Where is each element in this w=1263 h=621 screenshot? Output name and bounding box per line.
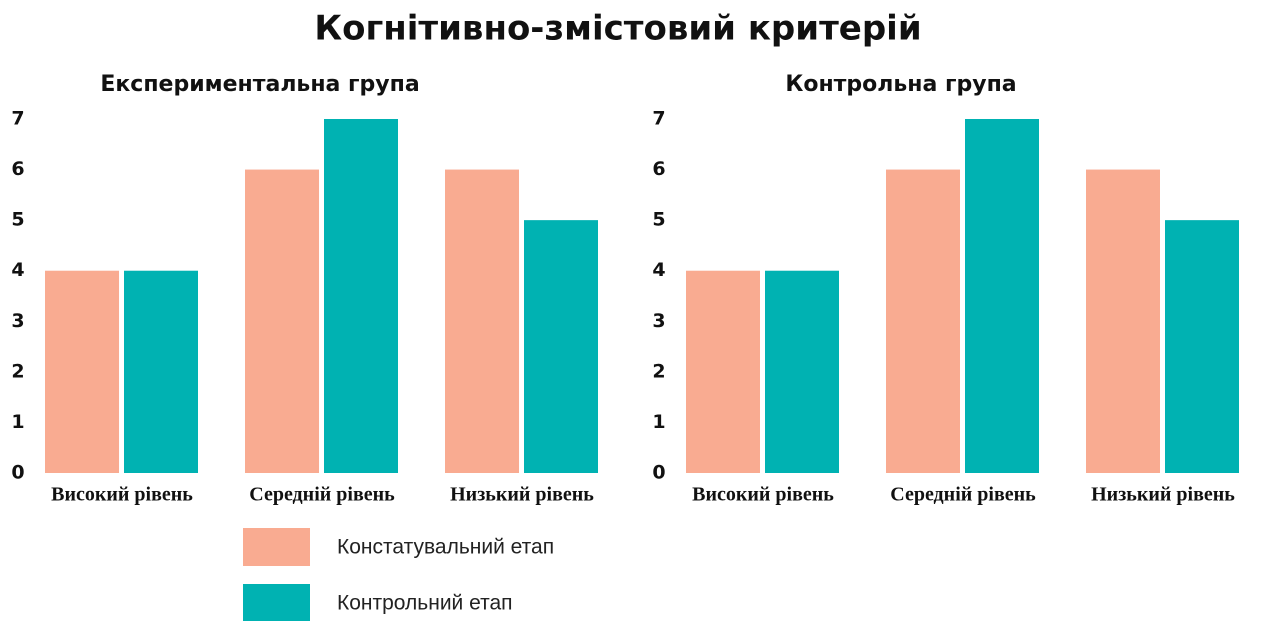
- x-tick-label: Високий рівень: [51, 484, 193, 506]
- legend-swatch: [243, 584, 310, 621]
- y-tick-label: 2: [11, 360, 24, 382]
- y-tick-label: 1: [11, 411, 24, 433]
- bar: [686, 270, 760, 473]
- y-tick-label: 3: [652, 310, 665, 332]
- y-tick-label: 0: [11, 462, 24, 484]
- y-tick-label: 0: [652, 462, 665, 484]
- legend-label: Контрольний етап: [337, 592, 513, 615]
- x-tick-label: Середній рівень: [249, 484, 395, 506]
- bar: [886, 169, 960, 474]
- bar: [445, 169, 519, 474]
- y-tick-label: 5: [652, 209, 665, 231]
- bar: [245, 169, 319, 474]
- y-tick-label: 7: [11, 108, 24, 130]
- y-tick-label: 4: [652, 259, 665, 281]
- bar: [45, 270, 119, 473]
- chart-title: Контрольна група: [785, 72, 1016, 97]
- bar: [524, 220, 598, 473]
- y-tick-label: 1: [652, 411, 665, 433]
- bar: [124, 270, 198, 473]
- legend-label: Констатувальний етап: [337, 536, 554, 559]
- x-tick-label: Низький рівень: [1091, 484, 1235, 506]
- bar: [1086, 169, 1160, 474]
- y-tick-label: 2: [652, 360, 665, 382]
- x-tick-label: Середній рівень: [890, 484, 1036, 506]
- x-tick-label: Високий рівень: [692, 484, 834, 506]
- y-tick-label: 5: [11, 209, 24, 231]
- y-tick-label: 6: [11, 158, 24, 180]
- y-tick-label: 6: [652, 158, 665, 180]
- y-tick-label: 4: [11, 259, 24, 281]
- chart-title: Експериментальна група: [100, 72, 419, 97]
- bar: [765, 270, 839, 473]
- y-tick-label: 7: [652, 108, 665, 130]
- bar: [965, 119, 1039, 473]
- bar: [324, 119, 398, 473]
- page-title: Когнітивно-змістовий критерій: [314, 9, 921, 49]
- legend-swatch: [243, 528, 310, 566]
- y-tick-label: 3: [11, 310, 24, 332]
- x-tick-label: Низький рівень: [450, 484, 594, 506]
- bar: [1165, 220, 1239, 473]
